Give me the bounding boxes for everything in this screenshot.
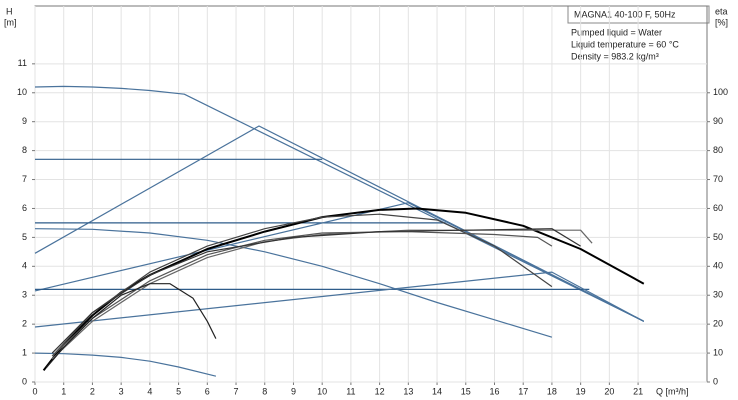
curve — [34, 125, 645, 322]
y2-tick-label: 30 — [713, 290, 723, 300]
y2-tick-label: 80 — [713, 145, 723, 155]
x-tick-label: 10 — [317, 386, 327, 396]
x-tick-label: 12 — [375, 386, 385, 396]
x-tick-label: 3 — [119, 386, 124, 396]
x-tick-label: 4 — [147, 386, 152, 396]
x-tick-label: 18 — [547, 386, 557, 396]
y2-tick-label: 0 — [713, 376, 718, 386]
x-tick-label: 9 — [291, 386, 296, 396]
y2-axis-label: eta — [715, 6, 728, 16]
y-tick-label: 8 — [22, 145, 27, 155]
y-axis-unit: [m] — [4, 17, 17, 27]
y2-tick-label: 60 — [713, 203, 723, 213]
curve — [51, 229, 593, 360]
x-tick-label: 16 — [489, 386, 499, 396]
curve — [51, 231, 553, 357]
curve — [34, 352, 217, 377]
x-axis-label: Q [m³/h] — [656, 386, 689, 396]
y2-tick-label: 100 — [713, 87, 728, 97]
curve — [46, 283, 217, 368]
curve — [34, 202, 645, 322]
curve — [51, 228, 581, 354]
x-tick-label: 14 — [432, 386, 442, 396]
x-tick-label: 19 — [576, 386, 586, 396]
y2-axis-unit: [%] — [715, 17, 728, 27]
y-tick-label: 2 — [22, 319, 27, 329]
x-tick-label: 17 — [518, 386, 528, 396]
x-tick-label: 6 — [205, 386, 210, 396]
y-tick-label: 9 — [22, 116, 27, 126]
plot-frame — [34, 5, 708, 383]
note: Liquid temperature = 60 °C — [571, 39, 679, 49]
y2-tick-label: 20 — [713, 319, 723, 329]
y-axis-label: H — [6, 6, 13, 16]
y-tick-label: 3 — [22, 290, 27, 300]
x-tick-label: 13 — [403, 386, 413, 396]
y2-tick-label: 90 — [713, 116, 723, 126]
y2-tick-label: 40 — [713, 261, 723, 271]
y-tick-label: 11 — [18, 58, 27, 68]
x-tick-label: 11 — [346, 386, 355, 396]
x-tick-label: 21 — [633, 386, 643, 396]
y-tick-label: 0 — [22, 376, 27, 386]
curve — [34, 271, 645, 328]
y2-tick-label: 10 — [713, 347, 723, 357]
x-tick-label: 2 — [90, 386, 95, 396]
y2-tick-label: 70 — [713, 174, 723, 184]
y-tick-label: 6 — [22, 203, 27, 213]
curve — [42, 207, 645, 372]
x-tick-label: 7 — [234, 386, 239, 396]
model: MAGNA1 40-100 F, 50Hz — [574, 9, 676, 19]
curve — [34, 228, 553, 338]
x-tick-label: 20 — [604, 386, 614, 396]
note: Pumped liquid = Water — [571, 27, 662, 37]
y-tick-label: 4 — [22, 261, 27, 271]
y2-tick-label: 50 — [713, 232, 723, 242]
x-tick-label: 15 — [461, 386, 471, 396]
x-tick-label: 1 — [61, 386, 66, 396]
x-tick-label: 0 — [32, 386, 37, 396]
y-tick-label: 5 — [22, 232, 27, 242]
x-tick-label: 8 — [262, 386, 267, 396]
y-tick-label: 1 — [22, 347, 27, 357]
y-tick-label: 7 — [22, 174, 27, 184]
x-tick-label: 5 — [176, 386, 181, 396]
curve — [34, 85, 645, 322]
note: Density = 983.2 kg/m³ — [571, 51, 659, 61]
y-tick-label: 10 — [17, 87, 27, 97]
